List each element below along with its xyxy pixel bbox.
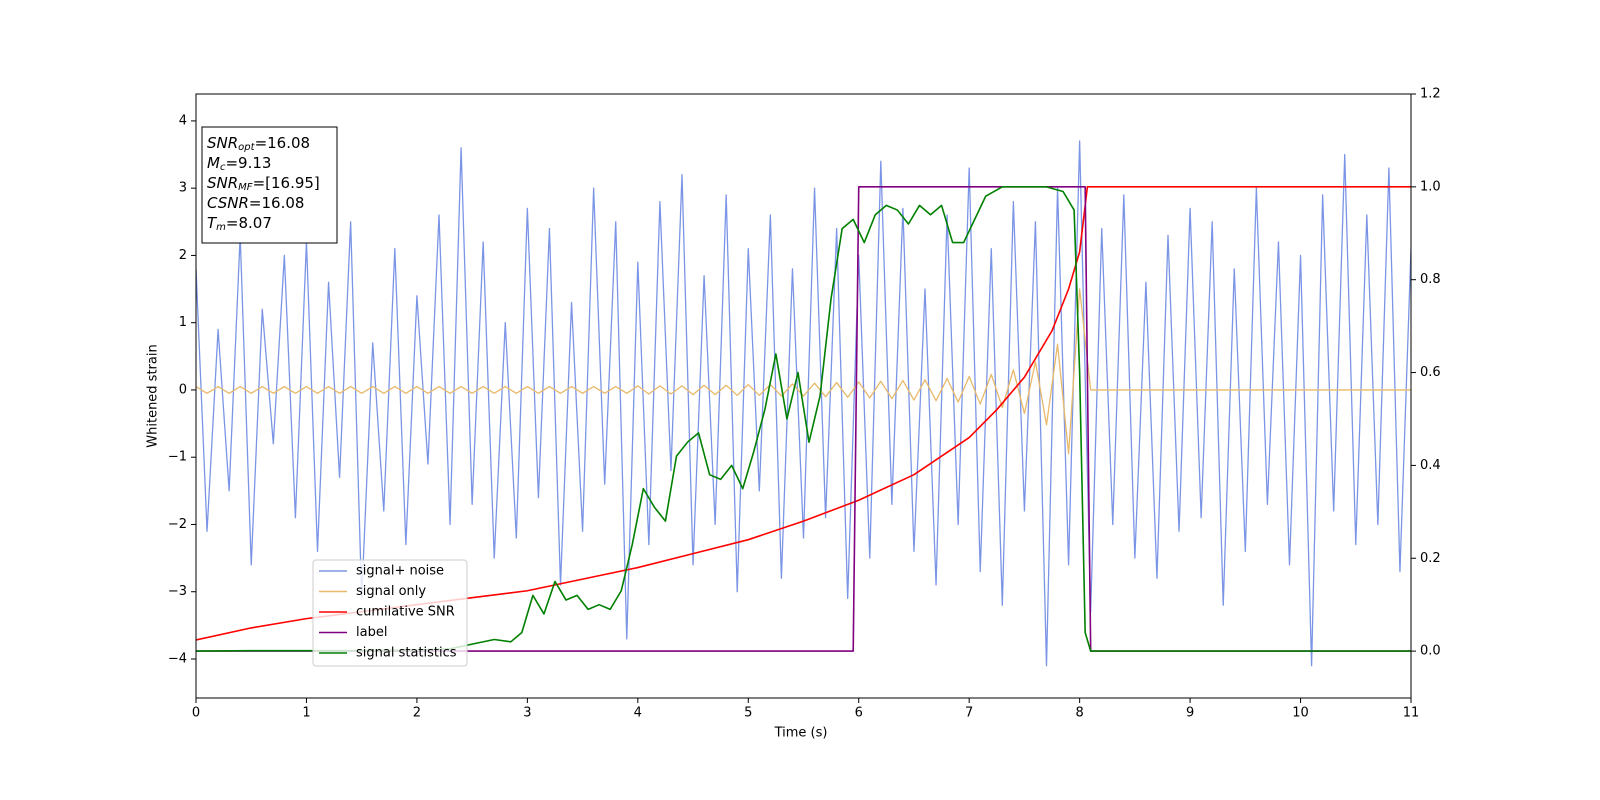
annotation-symbol: CSNR <box>207 194 249 212</box>
annotation-symbol: T <box>207 214 218 232</box>
legend-label: signal only <box>356 584 426 599</box>
legend-label: label <box>356 625 387 640</box>
annotation-sub: c <box>220 162 226 173</box>
annotation-box: SNRopt=16.08Mc=9.13SNRMF=[16.95]CSNR=16.… <box>201 126 338 244</box>
legend-label: signal statistics <box>356 646 457 661</box>
y2-tick-label: 0.2 <box>1420 551 1441 566</box>
series-line <box>196 288 1411 455</box>
annotation-text: =16.08 <box>249 194 305 212</box>
y2-tick-label: 1.2 <box>1420 87 1441 102</box>
legend: signal+ noise signal only cumilative SNR la… <box>312 559 468 667</box>
y-tick-label: −1 <box>168 450 187 465</box>
x-tick-label: 3 <box>523 706 531 721</box>
legend-label: signal+ noise <box>356 564 444 579</box>
y-tick-label: 2 <box>179 248 187 263</box>
x-tick-label: 1 <box>302 706 310 721</box>
annotation-line: CSNR=16.08 <box>207 194 304 212</box>
x-tick-label: 0 <box>192 706 200 721</box>
x-axis-label: Time (s) <box>774 726 828 741</box>
x-tick-label: 5 <box>744 706 752 721</box>
x-tick-label: 11 <box>1403 706 1420 721</box>
y-tick-label: 4 <box>179 113 187 128</box>
annotation-line: Mc=9.13 <box>207 154 271 174</box>
y-tick-label: −4 <box>168 651 187 666</box>
annotation-text: =9.13 <box>225 154 271 172</box>
y2-tick-label: 0.6 <box>1420 365 1441 380</box>
x-tick-label: 2 <box>413 706 421 721</box>
annotation-line: SNRopt=16.08 <box>207 134 310 154</box>
annotation-sub: opt <box>238 142 255 153</box>
annotation-frame <box>201 126 338 244</box>
y-axis-label: Whitened strain <box>146 344 161 447</box>
plot-frame <box>195 93 1412 699</box>
y2-tick-label: 0.8 <box>1420 272 1441 287</box>
y-tick-label: 3 <box>179 181 187 196</box>
annotation-line: Tm=8.07 <box>207 214 272 234</box>
series-line <box>196 186 1411 652</box>
y-tick-label: 1 <box>179 315 187 330</box>
y-tick-label: −2 <box>168 517 187 532</box>
x-tick-label: 8 <box>1075 706 1083 721</box>
legend-label: cumilative SNR <box>356 605 455 620</box>
y-tick-label: 0 <box>179 382 187 397</box>
x-tick-label: 4 <box>634 706 642 721</box>
annotation-text: =[16.95] <box>253 174 320 192</box>
y2-tick-label: 0.4 <box>1420 458 1441 473</box>
y-tick-label: −3 <box>168 584 187 599</box>
y2-tick-label: 0.0 <box>1420 644 1441 659</box>
annotation-sub: MF <box>238 182 253 193</box>
x-tick-label: 7 <box>965 706 973 721</box>
x-tick-label: 6 <box>855 706 863 721</box>
y2-tick-label: 1.0 <box>1420 179 1441 194</box>
annotation-line: SNRMF=[16.95] <box>207 174 320 194</box>
annotation-symbol: SNR <box>207 174 238 192</box>
annotation-symbol: SNR <box>207 134 238 152</box>
x-tick-label: 10 <box>1292 706 1309 721</box>
x-tick-label: 9 <box>1186 706 1194 721</box>
legend-frame <box>312 559 468 667</box>
annotation-symbol: M <box>207 154 220 172</box>
annotation-sub: m <box>216 222 226 233</box>
series-line <box>196 140 1411 667</box>
annotation-text: =16.08 <box>255 134 311 152</box>
annotation-text: =8.07 <box>226 214 272 232</box>
